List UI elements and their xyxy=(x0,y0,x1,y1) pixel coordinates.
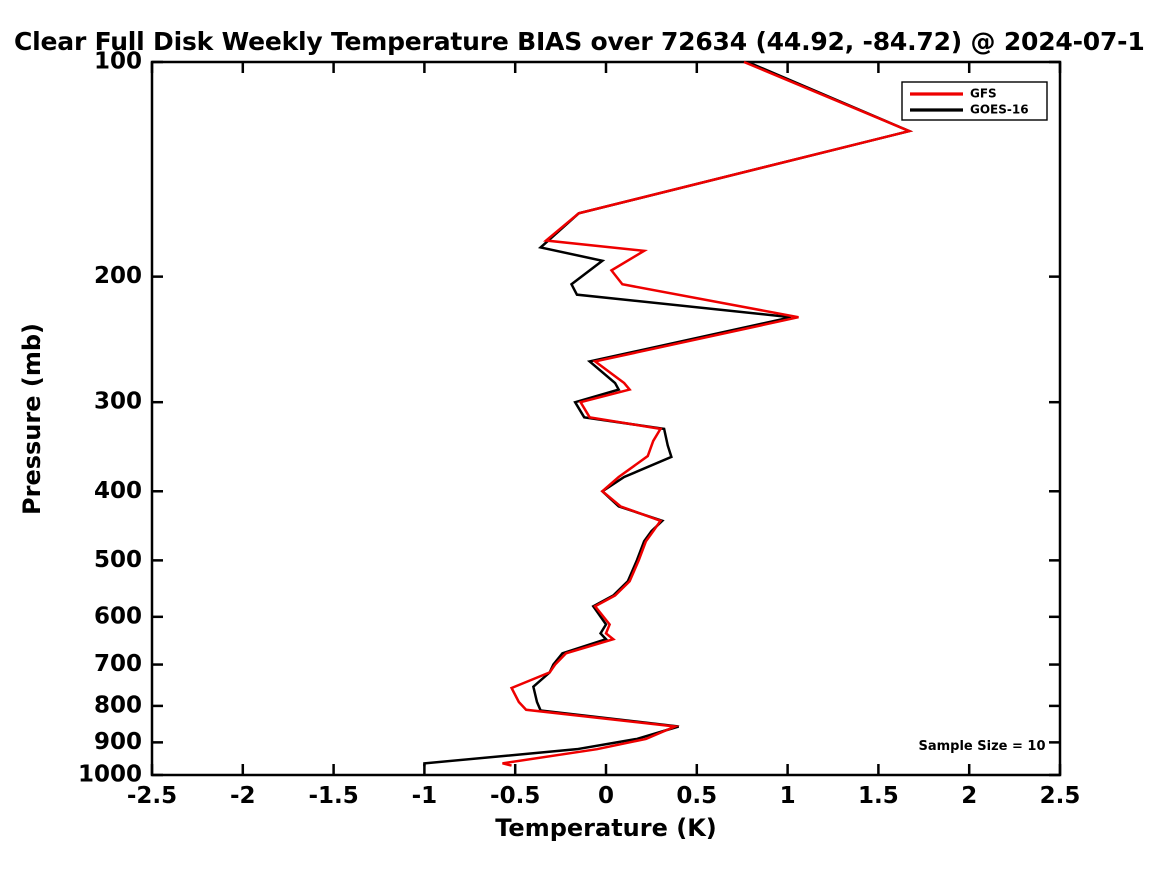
y-axis-title: Pressure (mb) xyxy=(18,323,46,515)
x-tick-label: 0.5 xyxy=(676,783,717,809)
x-tick-label: -1 xyxy=(412,783,438,809)
plot-axes-frame xyxy=(150,60,1062,777)
series-line-gfs xyxy=(502,60,914,767)
x-tick-label: 1 xyxy=(780,783,796,809)
x-tick-label: -2.5 xyxy=(127,783,177,809)
y-tick-label: 200 xyxy=(94,263,142,289)
x-tick-label: 2.5 xyxy=(1040,783,1081,809)
x-tick-label: 2 xyxy=(961,783,977,809)
sample-size-annotation: Sample Size = 10 xyxy=(918,739,1045,754)
legend-label-gfs: GFS xyxy=(970,87,997,101)
x-tick-label: -2 xyxy=(230,783,256,809)
y-tick-label: 900 xyxy=(94,729,142,755)
y-tick-label: 500 xyxy=(94,547,142,573)
chart-legend[interactable]: GFS GOES-16 xyxy=(901,81,1048,121)
x-axis-title: Temperature (K) xyxy=(495,814,717,842)
y-tick-label: 100 xyxy=(94,49,142,75)
y-tick-label: 300 xyxy=(94,389,142,415)
x-tick-label: 0 xyxy=(598,783,614,809)
legend-box xyxy=(901,81,1048,121)
data-series-layer xyxy=(423,60,914,767)
y-tick-label: 1000 xyxy=(78,762,142,788)
x-tick-label: -1.5 xyxy=(308,783,358,809)
x-tick-label: 1.5 xyxy=(858,783,899,809)
legend-label-goes16: GOES-16 xyxy=(970,103,1029,117)
chart-title: Clear Full Disk Weekly Temperature BIAS … xyxy=(14,27,1145,56)
y-tick-label: 700 xyxy=(94,651,142,677)
y-tick-label: 400 xyxy=(94,478,142,504)
series-line-goes-16 xyxy=(423,60,914,767)
y-tick-label: 600 xyxy=(94,603,142,629)
y-tick-label: 800 xyxy=(94,692,142,718)
x-axis-ticks: -2.5 -2 -1.5 -1 -0.5 0 0.5 1 1.5 2 2.5 xyxy=(127,62,1081,809)
y-axis-ticks: 100 200 300 400 500 600 700 800 900 1000 xyxy=(78,49,1060,788)
x-tick-label: -0.5 xyxy=(490,783,540,809)
